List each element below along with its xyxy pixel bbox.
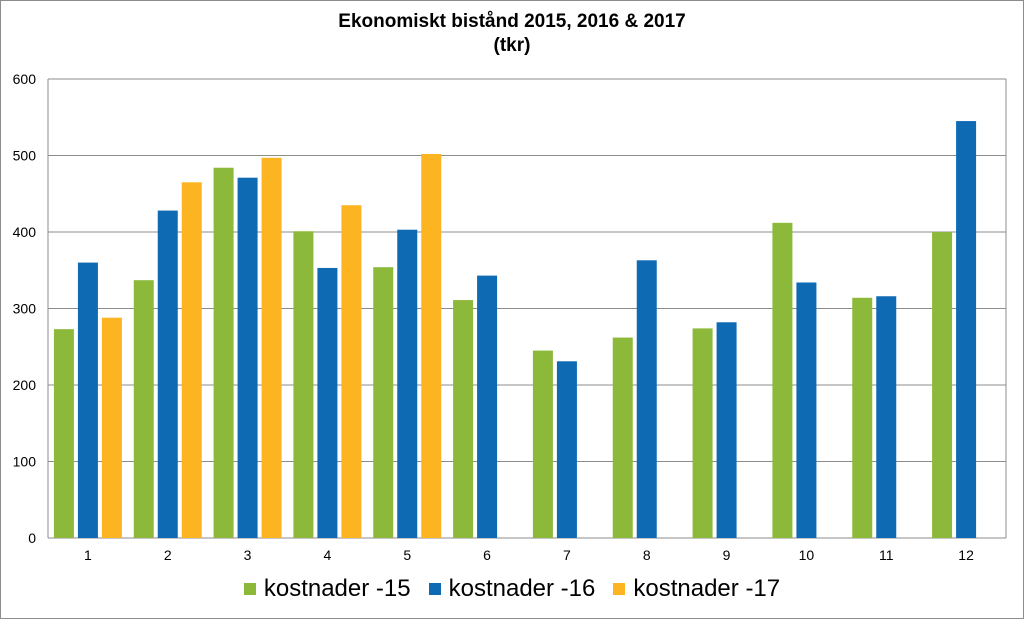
y-tick-label: 400 [13, 224, 37, 240]
chart-subtitle: (tkr) [493, 35, 531, 56]
y-tick-label: 100 [13, 454, 37, 470]
bar [53, 329, 74, 538]
bar [237, 177, 258, 538]
legend-label: kostnader -16 [448, 575, 596, 602]
bar [373, 267, 394, 538]
bar [532, 350, 553, 538]
legend-item-kostnader-17: kostnader -17 [613, 575, 780, 603]
bar [77, 262, 98, 538]
bar [932, 232, 953, 538]
x-tick-label: 10 [799, 547, 815, 563]
bar [181, 182, 202, 538]
chart-title-text: Ekonomiskt bistånd 2015, 2016 & 2017 [338, 11, 686, 32]
legend-item-kostnader-15: kostnader -15 [243, 575, 411, 603]
legend-swatch-blue [428, 583, 441, 595]
x-tick-label: 3 [244, 547, 252, 563]
y-tick-label: 200 [13, 377, 37, 393]
bar [876, 296, 897, 538]
bar [213, 167, 234, 539]
bar [261, 157, 282, 539]
x-tick-label: 8 [643, 547, 651, 563]
bar [101, 317, 122, 538]
bar [556, 361, 577, 538]
bar [636, 260, 657, 538]
bar [421, 153, 442, 538]
legend-swatch-orange [613, 583, 626, 595]
y-tick-label: 600 [13, 71, 37, 87]
bar [133, 280, 154, 538]
bar [453, 300, 474, 538]
bar [477, 275, 498, 538]
y-tick-label: 300 [13, 301, 37, 317]
bar [692, 328, 713, 538]
chart-title: Ekonomiskt bistånd 2015, 2016 & 2017 (tk… [0, 10, 1024, 58]
bar [956, 121, 977, 538]
bar [796, 282, 817, 538]
bar [341, 205, 362, 538]
x-tick-label: 7 [563, 547, 571, 563]
x-tick-label: 1 [84, 547, 92, 563]
legend-item-kostnader-16: kostnader -16 [428, 575, 596, 603]
legend-label: kostnader -15 [263, 575, 411, 602]
y-tick-label: 500 [13, 148, 37, 164]
y-tick-label: 0 [28, 530, 36, 546]
legend-swatch-green [243, 583, 256, 595]
x-tick-label: 2 [164, 547, 172, 563]
legend-label: kostnader -17 [633, 575, 781, 602]
bar [772, 222, 793, 538]
bar [397, 229, 418, 538]
bar [293, 231, 314, 539]
bar [317, 267, 338, 538]
x-tick-label: 6 [483, 547, 491, 563]
bar [716, 322, 737, 538]
legend: kostnader -15 kostnader -16 kostnader -1… [0, 575, 1024, 603]
bar [612, 337, 633, 538]
x-tick-label: 5 [403, 547, 411, 563]
bar [852, 297, 873, 538]
bar [157, 210, 178, 538]
x-tick-label: 11 [879, 547, 894, 563]
x-tick-label: 12 [958, 547, 974, 563]
x-tick-label: 4 [324, 547, 332, 563]
x-tick-label: 9 [723, 547, 731, 563]
